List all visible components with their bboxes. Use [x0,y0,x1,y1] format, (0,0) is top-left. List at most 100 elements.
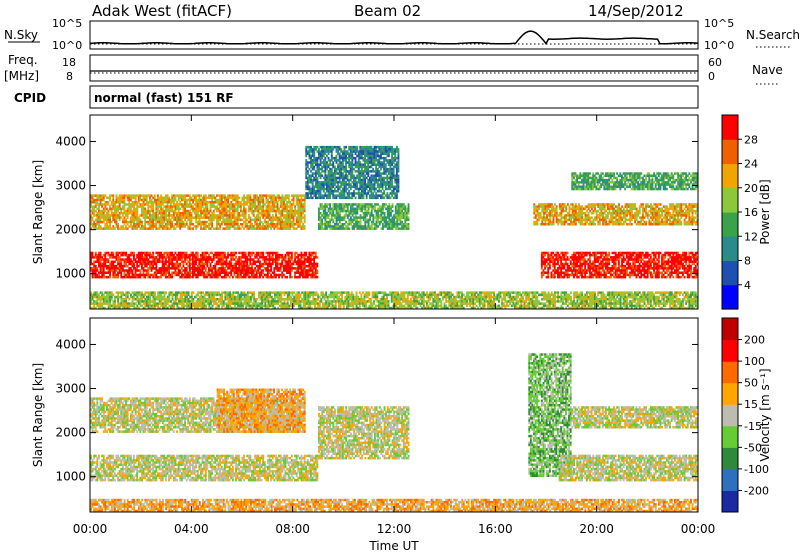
power-cell [179,269,181,272]
nsky-tick-bottom: 10^0 [52,39,82,52]
power-cell [571,272,573,275]
power-cell [345,172,347,175]
power-cell [369,216,371,219]
power-cell [331,216,333,219]
power-cell [195,227,197,230]
power-cell [226,276,228,279]
power-cell [291,269,293,272]
power-cell [547,269,549,272]
power-cell [273,272,275,275]
power-cell [243,199,245,202]
power-cell [205,227,207,230]
power-cell [152,203,154,206]
power-cell [191,212,193,215]
power-cell [318,170,320,173]
power-cell [318,148,320,151]
power-cell [224,194,226,197]
nsky-panel: N.Sky 10^5 10^0 10^5 10^0 N.Search [4,17,800,52]
power-cell [313,153,315,156]
power-cell [408,210,410,213]
power-cell [165,258,167,261]
power-cell [328,157,330,160]
power-cell [281,194,283,197]
power-cell [141,223,143,226]
power-cell [390,208,392,211]
power-cell [398,186,400,189]
power-cell [353,190,355,193]
power-cell [344,208,346,211]
power-cell [195,197,197,200]
power-cell [218,208,220,211]
power-heatmap [90,146,698,309]
power-cell [195,261,197,264]
power-cell [124,223,126,226]
power-cell [565,254,567,257]
power-cell [351,172,353,175]
power-cell [321,225,323,228]
power-cell [235,252,237,255]
power-cell [262,199,264,202]
power-cell [374,183,376,186]
power-cell [546,265,548,268]
power-cell [111,221,113,224]
power-cell [342,225,344,228]
power-cell [347,208,349,211]
nave-label: Nave [752,63,783,77]
power-cell [240,201,242,204]
power-cell [351,155,353,158]
power-cell [364,190,366,193]
power-cell [119,214,121,217]
power-cell [242,219,244,222]
power-cell [331,153,333,156]
power-cell [348,159,350,162]
power-cell [103,197,105,200]
power-cell [147,269,149,272]
power-cell [256,194,258,197]
power-cell [350,216,352,219]
power-cell [364,216,366,219]
power-cell [393,190,395,193]
power-cell [114,272,116,275]
power-cell [321,175,323,178]
power-cell [103,267,105,270]
power-cell [554,265,556,268]
power-cell [356,146,358,149]
power-cell [392,203,394,206]
power-cell [408,227,410,230]
power-cell [143,205,145,208]
power-cell [377,168,379,171]
power-cell [391,155,393,158]
power-cell [109,199,111,202]
power-cell [227,252,229,255]
power-cell [119,205,121,208]
power-cell [186,269,188,272]
power-cell [186,223,188,226]
power-cell [328,216,330,219]
power-cell [321,221,323,224]
power-cell [345,221,347,224]
power-cell [206,203,208,206]
power-cell [208,212,210,215]
power-cell [202,269,204,272]
power-cell [320,159,322,162]
power-cell [184,261,186,264]
power-cell [408,212,410,215]
power-cell [408,216,410,219]
power-cell [184,197,186,200]
power-cell [541,265,543,268]
power-cell [396,192,398,195]
power-cell [345,168,347,171]
power-cell [310,170,312,173]
power-cell [332,212,334,215]
power-cell [589,261,591,264]
power-cell [154,197,156,200]
power-cell [151,194,153,197]
station-title: Adak West (fitACF) [92,2,232,20]
power-cell [396,146,398,149]
power-cell [359,161,361,164]
power-cell [543,274,545,277]
power-cell [291,256,293,259]
power-cell [366,214,368,217]
power-cell [235,256,237,259]
power-cell [345,155,347,158]
